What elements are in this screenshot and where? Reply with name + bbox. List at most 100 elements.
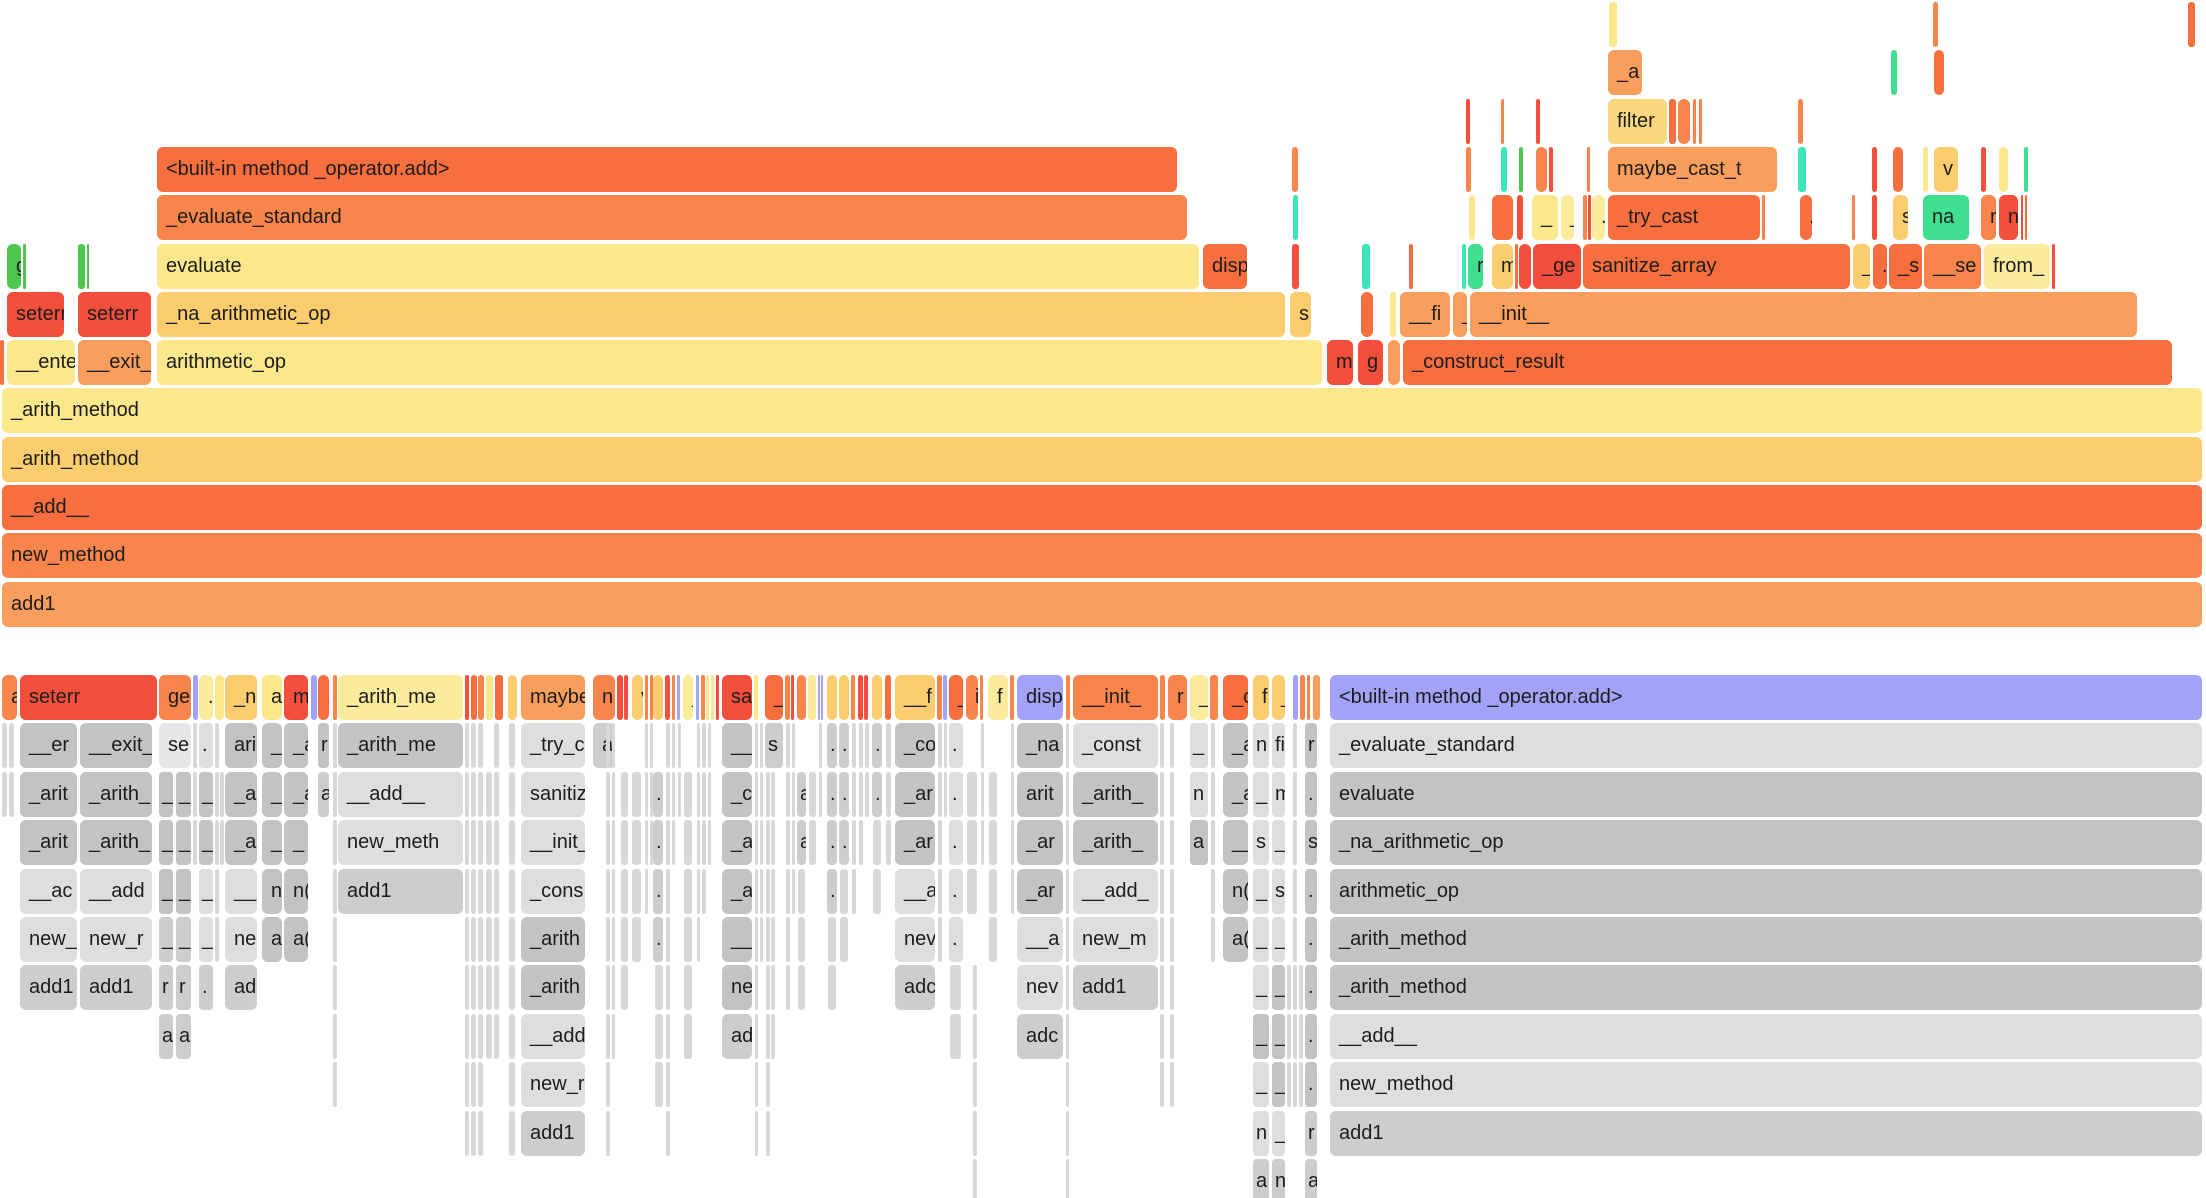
sliver-frame[interactable] <box>509 820 515 866</box>
sliver-frame[interactable] <box>1211 820 1215 866</box>
cell-const[interactable]: _const <box>1073 723 1158 769</box>
sliver-frame[interactable] <box>684 868 692 914</box>
sliver-frame[interactable] <box>612 723 615 769</box>
sliver-frame[interactable] <box>478 1110 483 1156</box>
frame-sliver[interactable]: . <box>827 675 837 720</box>
sliver-frame[interactable] <box>606 771 610 817</box>
frame-sliver[interactable] <box>1933 2 1938 47</box>
cell-new-meth[interactable]: new_meth <box>338 820 463 866</box>
sliver-frame[interactable] <box>981 820 984 866</box>
frame-filter[interactable]: filter <box>1608 98 1667 144</box>
frame-sliver[interactable] <box>1693 98 1696 144</box>
sliver-frame[interactable] <box>684 1013 692 1059</box>
frame-sliver[interactable] <box>2024 146 2028 192</box>
sliver-frame[interactable] <box>606 820 610 866</box>
sliver-frame[interactable] <box>697 917 700 962</box>
sliver-frame[interactable] <box>873 820 881 866</box>
sliver-frame[interactable] <box>486 868 492 914</box>
sliver-frame[interactable] <box>938 917 942 962</box>
frame-sliver[interactable] <box>1923 146 1928 192</box>
frame-r[interactable]: r <box>1981 195 1996 241</box>
sliver-frame[interactable] <box>621 771 628 817</box>
sliver-frame[interactable] <box>771 868 775 914</box>
sliver-frame[interactable] <box>465 771 469 817</box>
sliver-frame[interactable] <box>852 820 856 866</box>
sliver-frame[interactable] <box>819 723 822 769</box>
frame-sliver[interactable] <box>1891 50 1897 96</box>
frame-sliver[interactable] <box>465 675 469 720</box>
cell-n[interactable]: n <box>1272 1159 1285 1198</box>
sliver-frame[interactable] <box>967 820 977 866</box>
cell-sliver[interactable]: . <box>1305 1062 1317 1108</box>
sliver-frame[interactable] <box>666 723 670 769</box>
cell-add[interactable]: __add__ <box>338 771 463 817</box>
sliver-frame[interactable] <box>786 723 790 769</box>
frame-enter[interactable]: __enter__ <box>7 340 75 386</box>
frame-s[interactable]: _s <box>1889 243 1922 289</box>
cell-a[interactable]: _a <box>284 723 308 769</box>
sliver-frame[interactable] <box>494 820 499 866</box>
cell-a[interactable]: a( <box>1223 917 1248 962</box>
frame-maybe[interactable]: maybe <box>521 675 585 720</box>
sliver-frame[interactable] <box>1293 723 1297 769</box>
sliver-frame[interactable] <box>9 771 14 817</box>
sliver-frame[interactable] <box>645 771 648 817</box>
frame-sliver[interactable] <box>818 675 820 720</box>
frame-sliver[interactable] <box>1390 291 1396 337</box>
sliver-frame[interactable] <box>471 1013 476 1059</box>
sliver-frame[interactable] <box>1066 965 1069 1011</box>
frame-sliver[interactable] <box>1501 98 1504 144</box>
sliver-frame[interactable] <box>509 723 515 769</box>
sliver-frame[interactable] <box>755 1013 758 1059</box>
frame-m[interactable]: m <box>284 675 308 720</box>
cell-ad[interactable]: ad <box>225 965 257 1011</box>
cell-na[interactable]: _na <box>1017 723 1063 769</box>
frame-exit[interactable]: __exit__ <box>78 340 151 386</box>
sliver-frame[interactable] <box>678 771 681 817</box>
sliver-frame[interactable] <box>465 820 469 866</box>
cell-ad[interactable]: ad <box>722 1013 752 1059</box>
sliver-frame[interactable] <box>666 771 670 817</box>
sliver-frame[interactable] <box>612 965 615 1011</box>
cell-co[interactable]: _co <box>895 723 935 769</box>
frame-f[interactable]: f <box>1253 675 1269 720</box>
frame-f[interactable]: f <box>988 675 1008 720</box>
sliver-frame[interactable] <box>494 868 499 914</box>
cell-arith[interactable]: _arith <box>521 965 585 1011</box>
frame-sliver[interactable]: _ <box>949 675 963 720</box>
sliver-frame[interactable] <box>1160 965 1164 1011</box>
sliver-frame[interactable] <box>606 917 610 962</box>
cell-sliver[interactable]: . <box>653 917 663 962</box>
frame-sliver[interactable] <box>864 675 868 720</box>
frame-sliver[interactable] <box>215 675 224 720</box>
sliver-frame[interactable] <box>792 820 795 866</box>
frame-sliver[interactable] <box>665 675 670 720</box>
sliver-frame[interactable] <box>944 771 947 817</box>
sliver-frame[interactable] <box>666 1110 670 1156</box>
cell-sliver[interactable]: . <box>949 917 963 962</box>
sliver-frame[interactable] <box>1170 820 1174 866</box>
cell-sliver[interactable]: . <box>1305 965 1317 1011</box>
frame-disp[interactable]: disp <box>1017 675 1063 720</box>
cell-add1[interactable]: add1 <box>80 965 152 1011</box>
frame-sliver[interactable] <box>1999 146 2008 192</box>
sliver-frame[interactable] <box>697 820 700 866</box>
sliver-frame[interactable] <box>621 868 628 914</box>
frame-sliver[interactable] <box>1466 98 1470 144</box>
frame-sliver[interactable] <box>2052 243 2055 289</box>
cell-a[interactable]: a <box>1305 1159 1317 1198</box>
frame-sliver[interactable]: . <box>1873 243 1887 289</box>
sliver-frame[interactable] <box>494 1013 499 1059</box>
sliver-frame[interactable] <box>478 917 483 962</box>
cell-new-m[interactable]: new_m <box>1073 917 1158 962</box>
cell-s[interactable]: s <box>1305 820 1317 866</box>
frame-sliver[interactable] <box>0 340 4 386</box>
sliver-frame[interactable] <box>755 1110 758 1156</box>
frame-sliver[interactable] <box>624 675 628 720</box>
cell-a[interactable]: a <box>318 771 329 817</box>
sliver-frame[interactable] <box>509 771 515 817</box>
cell-evaluate[interactable]: evaluate <box>1330 771 2202 817</box>
frame-sliver[interactable] <box>1300 675 1305 720</box>
cell-sliver[interactable]: _ <box>1253 965 1269 1011</box>
cell-sanitiz[interactable]: sanitiz <box>521 771 585 817</box>
